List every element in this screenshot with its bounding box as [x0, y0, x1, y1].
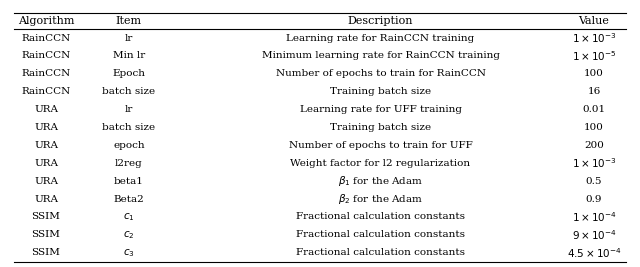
- Text: Training batch size: Training batch size: [330, 123, 431, 132]
- Text: URA: URA: [34, 177, 58, 186]
- Text: Minimum learning rate for RainCCN training: Minimum learning rate for RainCCN traini…: [262, 52, 500, 60]
- Text: Number of epochs to train for UFF: Number of epochs to train for UFF: [289, 141, 472, 150]
- Text: 0.01: 0.01: [582, 105, 605, 114]
- Text: URA: URA: [34, 105, 58, 114]
- Text: SSIM: SSIM: [31, 230, 60, 239]
- Text: $1\times10^{-5}$: $1\times10^{-5}$: [572, 49, 616, 63]
- Text: batch size: batch size: [102, 123, 156, 132]
- Text: RainCCN: RainCCN: [21, 34, 70, 42]
- Text: $1\times10^{-3}$: $1\times10^{-3}$: [572, 31, 616, 45]
- Text: Description: Description: [348, 16, 413, 26]
- Text: lr: lr: [125, 34, 133, 42]
- Text: $\beta_1$ for the Adam: $\beta_1$ for the Adam: [338, 174, 423, 188]
- Text: beta1: beta1: [114, 177, 144, 186]
- Text: RainCCN: RainCCN: [21, 87, 70, 96]
- Text: Beta2: Beta2: [113, 195, 144, 203]
- Text: Min lr: Min lr: [113, 52, 145, 60]
- Text: Value: Value: [579, 16, 609, 26]
- Text: URA: URA: [34, 123, 58, 132]
- Text: URA: URA: [34, 195, 58, 203]
- Text: lr: lr: [125, 105, 133, 114]
- Text: RainCCN: RainCCN: [21, 52, 70, 60]
- Text: SSIM: SSIM: [31, 213, 60, 221]
- Text: $9\times10^{-4}$: $9\times10^{-4}$: [572, 228, 616, 242]
- Text: $\beta_2$ for the Adam: $\beta_2$ for the Adam: [338, 192, 423, 206]
- Text: 0.9: 0.9: [586, 195, 602, 203]
- Text: Algorithm: Algorithm: [18, 16, 74, 26]
- Text: Weight factor for l2 regularization: Weight factor for l2 regularization: [291, 159, 470, 168]
- Text: URA: URA: [34, 141, 58, 150]
- Text: $1\times10^{-4}$: $1\times10^{-4}$: [572, 210, 616, 224]
- Text: Training batch size: Training batch size: [330, 87, 431, 96]
- Text: 0.5: 0.5: [586, 177, 602, 186]
- Text: URA: URA: [34, 159, 58, 168]
- Text: $c_3$: $c_3$: [123, 247, 134, 259]
- Text: Item: Item: [116, 16, 142, 26]
- Text: RainCCN: RainCCN: [21, 69, 70, 78]
- Text: Fractional calculation constants: Fractional calculation constants: [296, 230, 465, 239]
- Text: l2reg: l2reg: [115, 159, 143, 168]
- Text: SSIM: SSIM: [31, 248, 60, 257]
- Text: 100: 100: [584, 69, 604, 78]
- Text: Number of epochs to train for RainCCN: Number of epochs to train for RainCCN: [276, 69, 486, 78]
- Text: batch size: batch size: [102, 87, 156, 96]
- Text: epoch: epoch: [113, 141, 145, 150]
- Text: $4.5\times10^{-4}$: $4.5\times10^{-4}$: [566, 246, 621, 260]
- Text: Fractional calculation constants: Fractional calculation constants: [296, 248, 465, 257]
- Text: 16: 16: [588, 87, 600, 96]
- Text: 200: 200: [584, 141, 604, 150]
- Text: 100: 100: [584, 123, 604, 132]
- Text: $1\times10^{-3}$: $1\times10^{-3}$: [572, 156, 616, 170]
- Text: $c_2$: $c_2$: [123, 229, 134, 241]
- Text: $c_1$: $c_1$: [123, 211, 134, 223]
- Text: Learning rate for UFF training: Learning rate for UFF training: [300, 105, 461, 114]
- Text: Learning rate for RainCCN training: Learning rate for RainCCN training: [287, 34, 475, 42]
- Text: Fractional calculation constants: Fractional calculation constants: [296, 213, 465, 221]
- Text: Epoch: Epoch: [113, 69, 145, 78]
